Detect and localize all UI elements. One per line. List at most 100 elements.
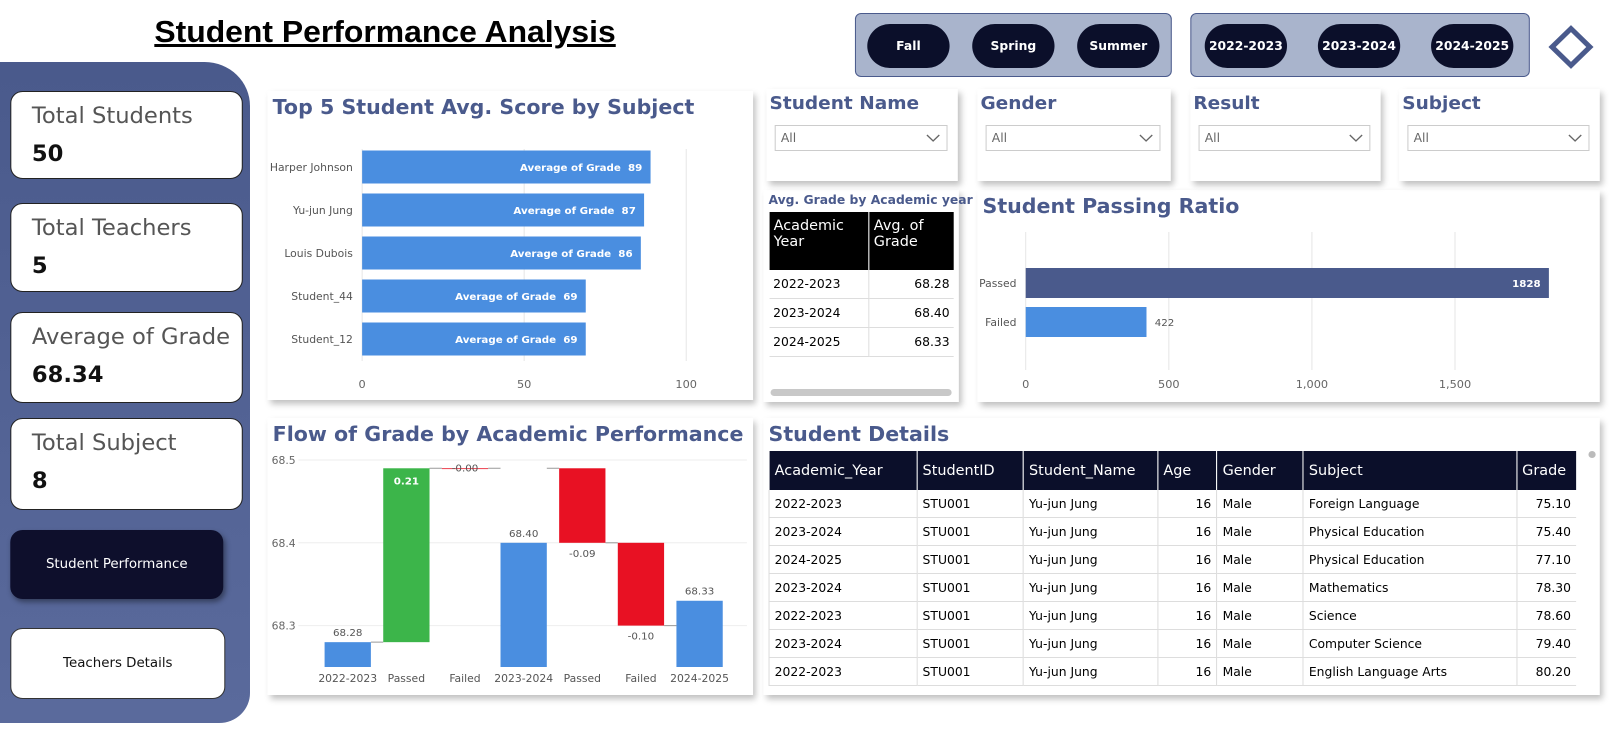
column-header: Age: [1157, 451, 1217, 490]
season-button[interactable]: Summer: [1077, 24, 1160, 68]
nav-button[interactable]: Student Performance: [10, 530, 224, 599]
y-tick-label: Student_44: [291, 290, 353, 303]
table-cell: Male: [1216, 601, 1304, 630]
filter-label: Student Name: [769, 93, 920, 114]
bar: [383, 468, 430, 643]
kpi-card: Total Students 50: [10, 91, 243, 179]
table-row: 2024-2025 STU001 Yu-jun Jung 16 Male Physical…: [768, 545, 1577, 574]
chevron: [926, 134, 940, 142]
table-cell: STU001: [916, 573, 1024, 602]
filter-panel: Student Name All: [766, 89, 958, 181]
table-cell: 16: [1157, 517, 1217, 546]
table-row: 2023-2024 STU001 Yu-jun Jung 16 Male Physical…: [768, 517, 1577, 546]
logo-icon: [1548, 25, 1594, 69]
bar: [362, 236, 641, 270]
column-header: Student_Name: [1022, 451, 1158, 490]
kpi-value: 68.34: [31, 363, 104, 388]
table-cell: 80.20: [1515, 657, 1577, 686]
table-cell: 16: [1157, 490, 1217, 518]
bar: [1025, 307, 1147, 337]
table-cell: Male: [1216, 629, 1304, 658]
table-cell: 2022-2023: [768, 490, 917, 518]
x-tick-label: 2024-2025: [670, 672, 729, 685]
data-label-name: Average of Grade: [455, 292, 556, 303]
table-cell: Mathematics: [1302, 573, 1517, 602]
bar: [324, 642, 371, 667]
table-cell: 2023-2024: [768, 629, 917, 658]
x-tick-label: 0: [359, 378, 366, 391]
season-button[interactable]: Spring: [972, 24, 1055, 68]
filter-dropdown[interactable]: All: [1407, 125, 1590, 151]
table-cell: 2024-2025: [768, 545, 917, 574]
passing-panel: Student Passing Ratio 0 500 1,000 1,500 Passe…: [977, 190, 1600, 402]
table-cell: Yu-jun Jung: [1022, 601, 1158, 630]
filter-dropdown[interactable]: All: [1198, 125, 1371, 151]
data-label-name: Average of Grade: [510, 249, 611, 260]
bar: [441, 468, 489, 470]
year-slicer: 2022-2023 2023-2024 2024-2025: [1190, 13, 1530, 77]
data-label-value: 87: [622, 206, 636, 217]
column-header: Grade: [1515, 451, 1577, 490]
chart: 68.3 68.4 68.5 68.28 2022-2023 0.21 Passed -0.0…: [272, 454, 747, 685]
data-label: Average of Grade 86: [510, 249, 632, 260]
chart-title: Student Passing Ratio: [982, 194, 1240, 218]
year-button[interactable]: 2023-2024: [1317, 24, 1401, 68]
x-tick-label: 1,000: [1296, 378, 1328, 391]
kpi-value: 5: [31, 254, 48, 279]
table-cell: Male: [1216, 545, 1304, 574]
year-button[interactable]: 2024-2025: [1431, 24, 1514, 68]
scroll-dot: [1588, 451, 1596, 458]
header-row: Academic Year Avg. of Grade: [768, 212, 954, 270]
chevron-line: [1568, 134, 1582, 142]
table-cell: 2023-2024: [769, 298, 870, 328]
year-button[interactable]: 2022-2023: [1204, 24, 1288, 68]
table-cell: Male: [1216, 490, 1304, 518]
filter-label: Gender: [980, 93, 1057, 114]
filter-dropdown[interactable]: All: [985, 125, 1161, 151]
chart: 0 500 1,000 1,500 Passed 1828 Failed 422: [979, 232, 1549, 391]
data-label-value: 1828: [1512, 279, 1541, 290]
kpi-label: Total Subject: [31, 431, 177, 456]
data-label-value: 422: [1155, 318, 1175, 329]
data-label-name: Average of Grade: [455, 335, 556, 346]
y-tick-label: 68.5: [272, 454, 296, 467]
table-cell: 68.40: [868, 298, 954, 328]
x-tick-label: Passed: [564, 672, 601, 685]
x-tick-label: 1,500: [1439, 378, 1471, 391]
table-cell: STU001: [916, 490, 1024, 518]
bar: [617, 542, 665, 626]
table-cell: Yu-jun Jung: [1022, 629, 1158, 658]
bar: [362, 150, 651, 184]
x-tick-label: 0: [1022, 378, 1029, 391]
column-header: Gender: [1216, 451, 1304, 490]
bar: [676, 600, 723, 667]
nav-button[interactable]: Teachers Details: [10, 628, 226, 699]
chart: 0 50 100 Harper Johnson Average of Grade 89 Y…: [270, 149, 697, 391]
filter-value: All: [991, 131, 1008, 145]
table-cell: Yu-jun Jung: [1022, 490, 1158, 518]
data-label: -0.09: [569, 549, 596, 560]
kpi-card: Total Subject 8: [10, 418, 243, 510]
filter-label: Subject: [1402, 93, 1481, 114]
table-cell: STU001: [916, 545, 1024, 574]
y-tick-label: Student_12: [291, 333, 353, 346]
table-row: 2022-2023 STU001 Yu-jun Jung 16 Male Science 7…: [768, 601, 1577, 630]
logo-diamond: [1548, 25, 1594, 69]
page-title: Student Performance Analysis: [154, 14, 616, 49]
table-cell: English Language Arts: [1302, 657, 1517, 686]
data-label: -0.10: [628, 632, 655, 643]
column-header: Avg. of Grade: [868, 212, 954, 270]
table-cell: Yu-jun Jung: [1022, 517, 1158, 546]
x-tick-label: 50: [517, 378, 531, 391]
waterfall-panel: Flow of Grade by Academic Performance 68.…: [267, 418, 754, 695]
filter-dropdown[interactable]: All: [774, 125, 948, 151]
season-button[interactable]: Fall: [867, 24, 950, 68]
season-slicer: Fall Spring Summer: [854, 13, 1172, 77]
table-cell: 16: [1157, 657, 1217, 686]
grade-table-panel: Avg. Grade by Academic year Academic Year…: [763, 190, 973, 402]
x-tick-label: Failed: [449, 672, 480, 685]
table-row: 2022-2023 STU001 Yu-jun Jung 16 Male English …: [768, 657, 1577, 686]
table-row: 2023-2024 STU001 Yu-jun Jung 16 Male Computer…: [768, 629, 1577, 658]
table-cell: Male: [1216, 517, 1304, 546]
table-cell: 2023-2024: [768, 517, 917, 546]
